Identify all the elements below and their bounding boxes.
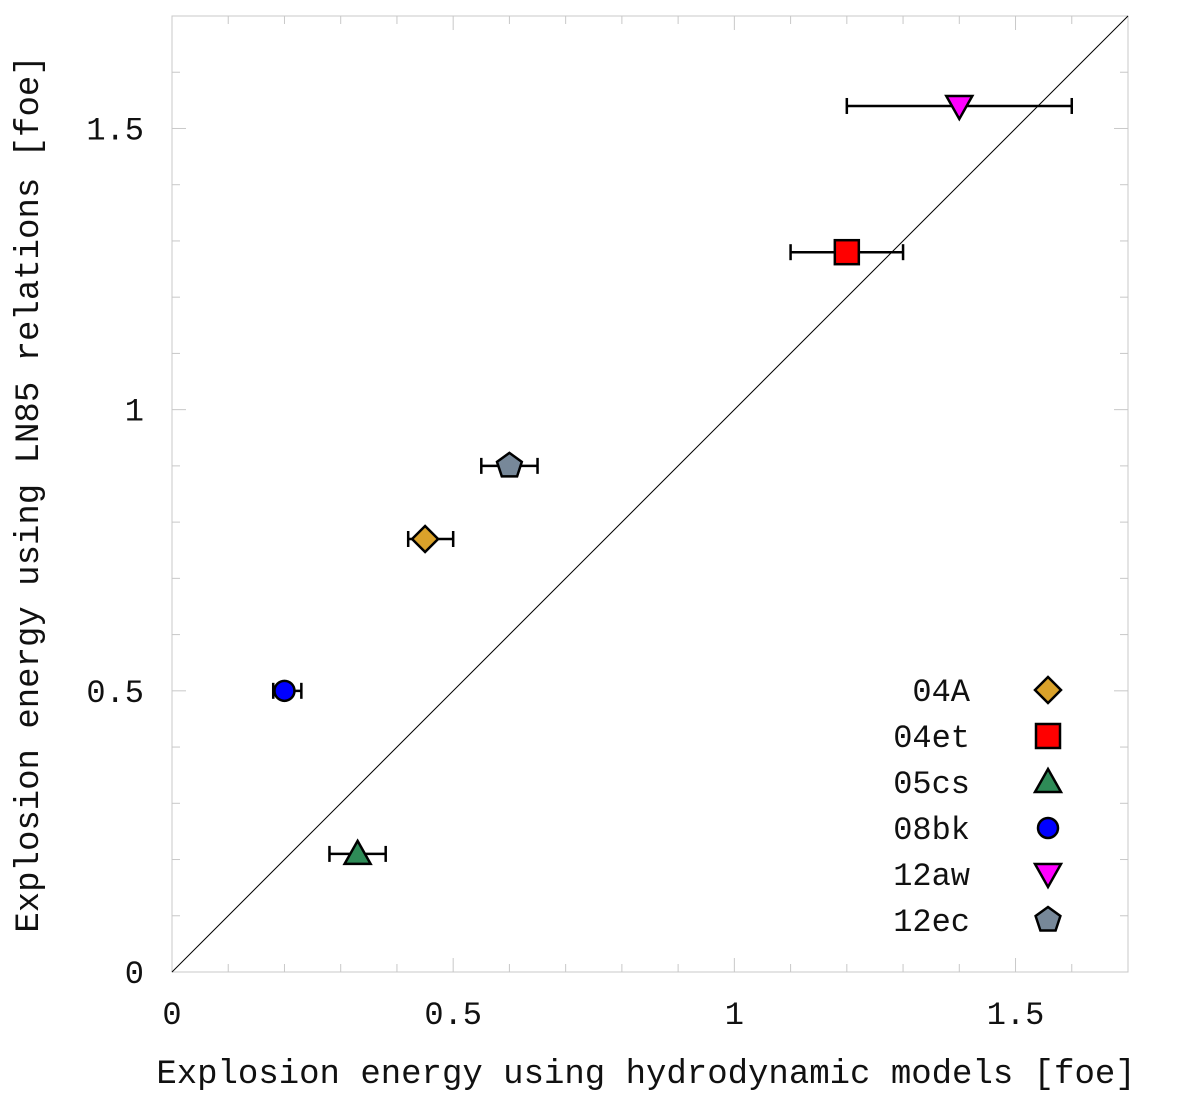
legend-diamond-marker [1033,675,1063,705]
legend-label: 04A [912,674,970,711]
legend-label: 04et [893,720,970,757]
x-axis-label: Explosion energy using hydrodynamic mode… [156,1056,1135,1094]
triangle-up-marker [342,838,373,866]
data-point-04et [789,238,905,266]
legend-item-04A: 04A [912,674,1063,711]
y-axis-ticks: 0 0.5 1 1.5 [86,112,144,993]
legend-item-12ec: 12ec [893,904,1062,941]
legend-pentagon-marker [1034,905,1062,932]
pentagon-marker [495,451,524,478]
legend-triangle-down-marker [1032,862,1064,890]
circle-marker [273,679,296,703]
legend-triangle-up-marker [1032,766,1064,794]
legend-label: 12aw [893,858,970,895]
legend-circle-marker [1036,816,1060,840]
x-axis-ticks: 0 0.5 1 1.5 [162,997,1044,1034]
data-point-08bk [271,679,303,703]
minor-ticks [172,16,1128,972]
diamond-marker [410,524,440,554]
x-tick-label: 0.5 [424,997,482,1034]
y-axis-label: Explosion energy using LN85 relations [f… [11,55,49,932]
square-marker [833,238,861,266]
y-tick-label: 0 [125,956,144,993]
legend-item-05cs: 05cs [893,766,1064,803]
data-points [271,94,1074,866]
legend: 04A 04et 05cs 08bk 12aw 12ec [893,674,1064,941]
x-tick-label: 1.5 [987,997,1045,1034]
legend-item-08bk: 08bk [893,812,1060,849]
legend-label: 05cs [893,766,970,803]
legend-item-12aw: 12aw [893,858,1064,895]
y-tick-label: 1.5 [86,112,144,149]
legend-item-04et: 04et [893,720,1062,757]
x-tick-label: 1 [725,997,744,1034]
legend-square-marker [1034,722,1062,750]
data-point-05cs [328,838,387,866]
y-tick-label: 0.5 [86,675,144,712]
data-point-04A [406,524,455,554]
legend-label: 08bk [893,812,970,849]
data-point-12aw [845,94,1074,122]
triangle-down-marker [944,94,975,122]
legend-label: 12ec [893,904,970,941]
x-tick-label: 0 [162,997,181,1034]
y-tick-label: 1 [125,394,144,431]
data-point-12ec [480,451,539,478]
identity-reference-line [171,15,1129,973]
